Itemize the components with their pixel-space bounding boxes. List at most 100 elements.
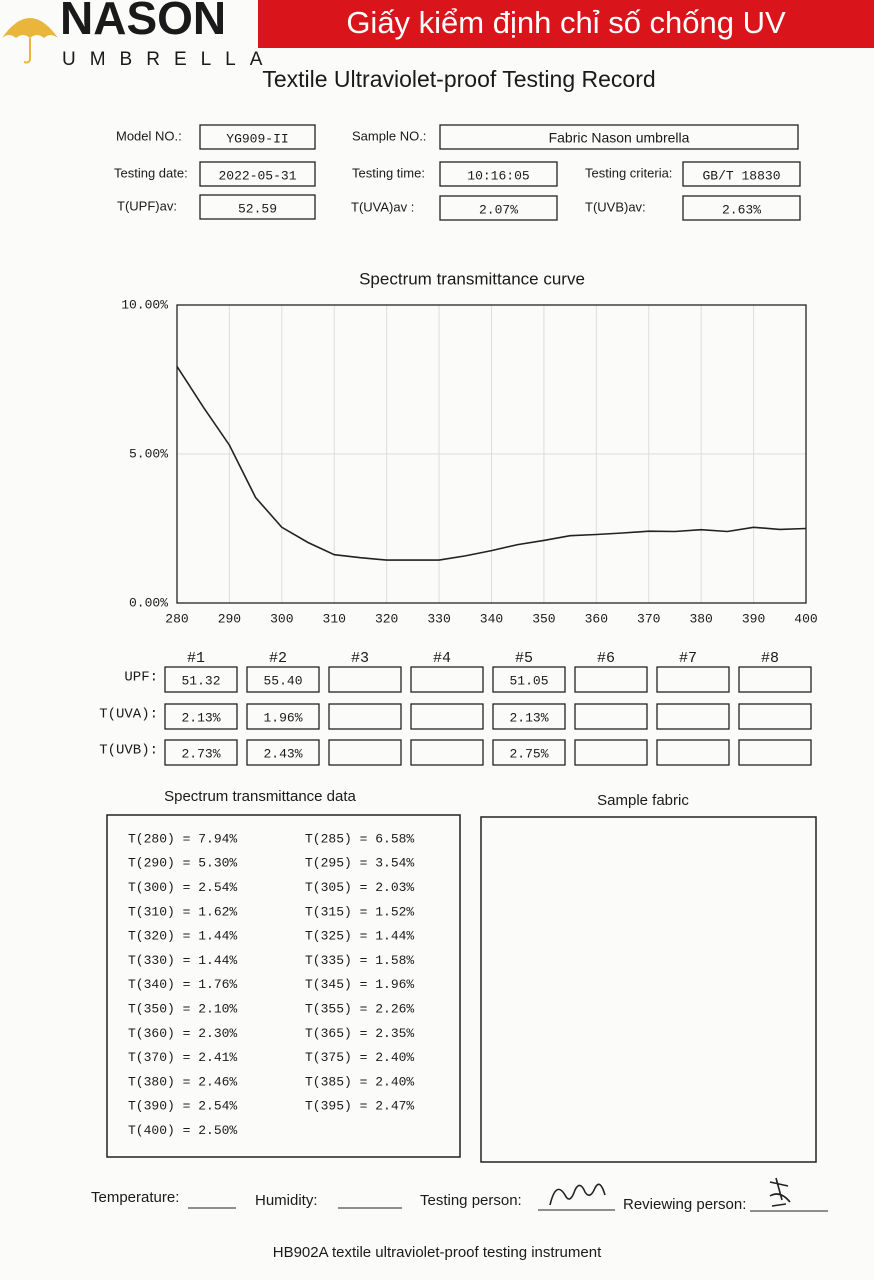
sample-box [410,666,484,693]
sample-value: 2.13% [181,710,220,725]
data-entry: T(315) = 1.52% [305,904,414,919]
column-header: #5 [515,650,533,667]
data-entry: T(300) = 2.54% [128,880,237,895]
brand-sub: UMBRELLA [62,49,276,70]
data-entry: T(365) = 2.35% [305,1026,414,1041]
plot-frame [176,304,807,604]
field-label: Sample NO.: [352,128,426,143]
data-entry: T(295) = 3.54% [305,856,414,871]
data-entry: T(325) = 1.44% [305,929,414,944]
field-box [439,161,558,187]
data-entry: T(355) = 2.26% [305,1002,414,1017]
curve [176,365,807,561]
row-label: T(UVA): [99,707,158,723]
sample-box [328,739,402,766]
data-entry: T(290) = 5.30% [128,856,237,871]
umbrella-logo [2,18,58,64]
x-tick-label: 390 [742,611,765,626]
sample-value: 51.05 [509,673,548,688]
banner-text: Giấy kiểm định chỉ số chống UV [346,5,786,40]
data-entry: T(305) = 2.03% [305,880,414,895]
sample-box [738,703,812,730]
banner [258,0,874,48]
field-box [199,124,316,150]
sample-box [164,666,238,693]
sample-box [656,666,730,693]
field-value: 2.63% [722,202,761,217]
sample-box [574,703,648,730]
sample-box [738,666,812,693]
sample-box [328,666,402,693]
section-title: Spectrum transmittance data [164,788,356,805]
y-tick-label: 0.00% [129,595,168,610]
data-entry: T(400) = 2.50% [128,1123,237,1138]
field-box [439,124,799,150]
field-box [682,195,801,221]
data-entry: T(340) = 1.76% [128,977,237,992]
x-tick-label: 300 [270,611,293,626]
sample-value: 51.32 [181,673,220,688]
column-header: #6 [597,650,615,667]
data-entry: T(285) = 6.58% [305,831,414,846]
x-tick-label: 380 [689,611,712,626]
sample-box [410,703,484,730]
signature [549,1183,606,1206]
x-tick-label: 370 [637,611,660,626]
sample-box [656,703,730,730]
data-entry: T(385) = 2.40% [305,1074,414,1089]
x-tick-label: 340 [480,611,503,626]
field-box [199,194,316,220]
sample-box [656,739,730,766]
column-header: #2 [269,650,287,667]
title: Textile Ultraviolet-proof Testing Record [262,66,655,92]
field-value: 2.07% [479,202,518,217]
sample-box [328,703,402,730]
field-label: T(UVB)av: [585,199,646,214]
field-label: Testing time: [352,165,425,180]
sample-value: 2.43% [263,746,302,761]
field-value: 2022-05-31 [218,168,296,183]
sample-box [574,739,648,766]
sample-box [492,739,566,766]
sample-box [738,739,812,766]
sample-box [246,739,320,766]
sample-box [246,666,320,693]
sample-box [492,703,566,730]
content: Model NO.: YG909-II Sample NO.: Fabric Naso… [99,124,818,1138]
field-label: T(UVA)av : [351,199,414,214]
sample-value: 2.75% [509,746,548,761]
fabric-box [480,816,817,1163]
sample-value: 55.40 [263,673,302,688]
field-value: Fabric Nason umbrella [549,130,690,146]
section-title: Sample fabric [597,792,689,809]
footer-label: Reviewing person: [623,1196,746,1213]
sample-box [410,739,484,766]
data-entry: T(330) = 1.44% [128,953,237,968]
column-header: #8 [761,650,779,667]
data-entry: T(345) = 1.96% [305,977,414,992]
footer-label: Temperature: [91,1189,179,1206]
x-tick-label: 360 [585,611,608,626]
footer-label: Testing person: [420,1192,522,1209]
row-label: T(UVB): [99,743,158,759]
y-tick-label: 5.00% [129,446,168,461]
x-tick-label: 290 [218,611,241,626]
field-value: 10:16:05 [467,168,529,183]
column-header: #7 [679,650,697,667]
y-tick-label: 10.00% [121,297,168,312]
field-box [682,161,801,187]
data-entry: T(390) = 2.54% [128,1099,237,1114]
x-tick-label: 280 [165,611,188,626]
instrument: HB902A textile ultraviolet-proof testing… [273,1244,602,1261]
column-header: #1 [187,650,205,667]
data-entry: T(350) = 2.10% [128,1002,237,1017]
column-header: #4 [433,650,451,667]
data-entry: T(380) = 2.46% [128,1074,237,1089]
field-value: 52.59 [238,201,277,216]
field-label: Model NO.: [116,128,182,143]
sample-box [164,739,238,766]
data-box [106,814,461,1158]
sample-value: 1.96% [263,710,302,725]
